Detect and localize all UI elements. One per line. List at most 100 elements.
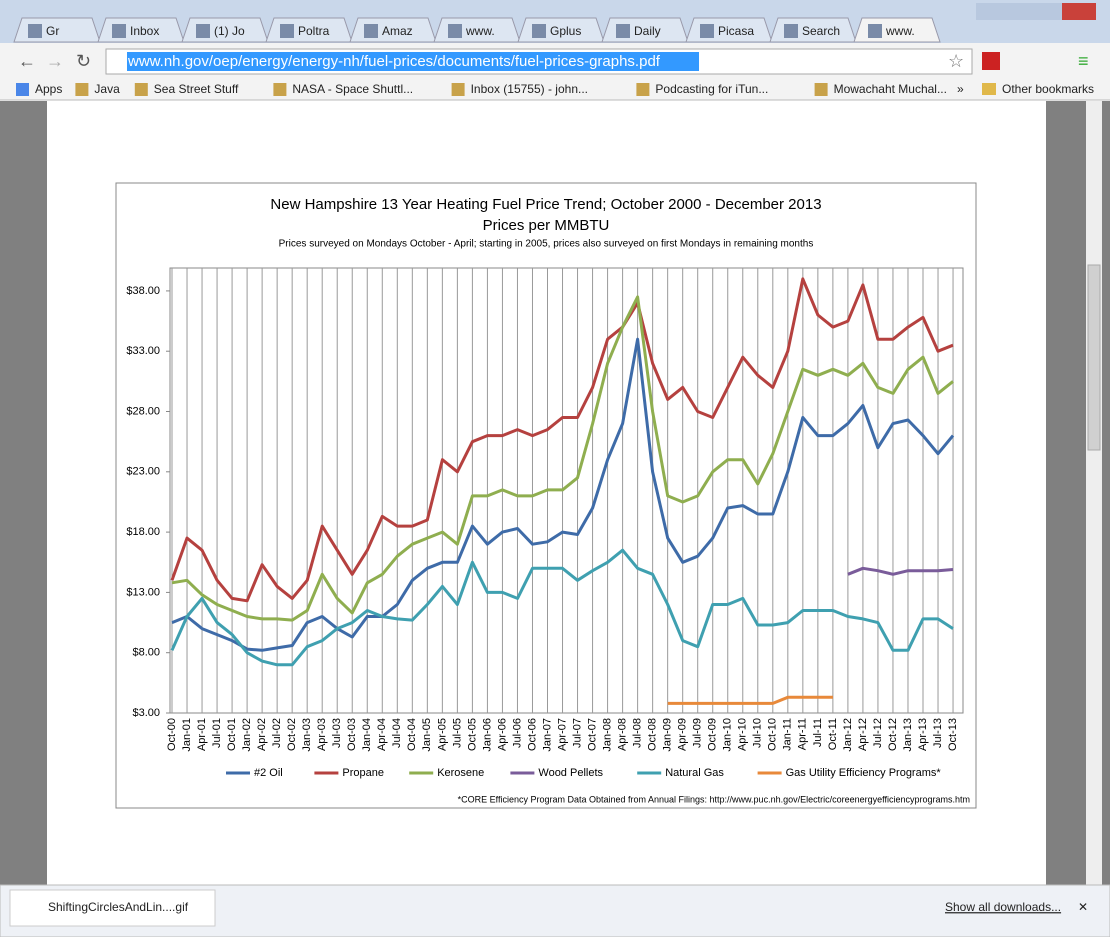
tab-title[interactable]: Gplus bbox=[550, 24, 581, 38]
bookmark[interactable]: NASA - Space Shuttl... bbox=[292, 82, 413, 96]
y-tick-label: $28.00 bbox=[126, 405, 160, 417]
bookmark[interactable]: Mowachaht Muchal... bbox=[834, 82, 947, 96]
x-tick-label: Apr-05 bbox=[436, 718, 448, 751]
tab-title[interactable]: Inbox bbox=[130, 24, 159, 38]
series-line bbox=[171, 337, 955, 652]
x-tick-label: Jul-12 bbox=[872, 718, 884, 748]
scrollbar[interactable] bbox=[1086, 101, 1102, 885]
bookmark-folder bbox=[982, 83, 996, 95]
close-download-bar[interactable]: ✕ bbox=[1078, 900, 1088, 914]
bookmark[interactable]: Java bbox=[94, 82, 120, 96]
url-selection bbox=[127, 52, 699, 71]
x-tick-label: Oct-10 bbox=[767, 718, 779, 751]
x-tick-label: Apr-02 bbox=[256, 718, 268, 751]
x-tick-label: Jul-01 bbox=[211, 718, 223, 748]
x-tick-label: Jul-13 bbox=[932, 718, 944, 748]
x-tick-label: Jan-09 bbox=[662, 718, 674, 752]
tab-icon bbox=[616, 24, 630, 38]
star-button[interactable]: ☆ bbox=[948, 51, 964, 71]
more-bookmarks[interactable]: » bbox=[957, 82, 964, 96]
tab-title[interactable]: Amaz bbox=[382, 24, 413, 38]
bookmark[interactable]: Apps bbox=[35, 82, 62, 96]
forward-button[interactable]: → bbox=[46, 51, 64, 71]
bookmark[interactable]: Podcasting for iTun... bbox=[655, 82, 768, 96]
back-button[interactable]: ← bbox=[18, 51, 36, 71]
tab-title[interactable]: Daily bbox=[634, 24, 661, 38]
x-tick-label: Apr-09 bbox=[677, 718, 689, 751]
y-tick-label: $8.00 bbox=[132, 647, 160, 659]
x-tick-label: Apr-03 bbox=[316, 718, 328, 751]
tab-icon bbox=[280, 24, 294, 38]
x-tick-label: Jan-07 bbox=[541, 718, 553, 752]
tab-title[interactable]: www. bbox=[885, 24, 915, 38]
bookmark[interactable]: Sea Street Stuff bbox=[154, 82, 239, 96]
x-tick-label: Jul-02 bbox=[271, 718, 283, 748]
tab-icon bbox=[28, 24, 42, 38]
tab-icon bbox=[364, 24, 378, 38]
series-line bbox=[667, 695, 833, 705]
bookmark-icon bbox=[636, 83, 650, 96]
x-tick-label: Oct-04 bbox=[406, 718, 418, 751]
x-tick-label: Apr-01 bbox=[196, 718, 208, 751]
x-tick-label: Oct-08 bbox=[647, 718, 659, 751]
scroll-thumb[interactable] bbox=[1087, 264, 1101, 451]
tab-title[interactable]: Picasa bbox=[718, 24, 754, 38]
tab-title[interactable]: Search bbox=[802, 24, 840, 38]
x-tick-label: Apr-11 bbox=[797, 718, 809, 750]
tab-icon bbox=[784, 24, 798, 38]
bookmark-icon bbox=[134, 83, 148, 96]
tab-icon bbox=[196, 24, 210, 38]
bookmark-icon bbox=[814, 83, 828, 96]
tab-title[interactable]: Poltra bbox=[298, 24, 330, 38]
y-tick-label: $33.00 bbox=[126, 345, 160, 357]
x-tick-label: Jan-01 bbox=[181, 718, 193, 752]
bookmark-icon bbox=[75, 83, 89, 96]
x-tick-label: Apr-08 bbox=[617, 718, 629, 751]
x-tick-label: Jan-02 bbox=[241, 718, 253, 752]
tab-icon bbox=[448, 24, 462, 38]
series-line bbox=[171, 295, 954, 622]
x-tick-label: Jan-03 bbox=[301, 718, 313, 752]
x-tick-label: Oct-07 bbox=[586, 718, 598, 751]
tab-icon bbox=[532, 24, 546, 38]
x-tick-label: Oct-02 bbox=[286, 718, 298, 751]
chart-frame bbox=[115, 182, 977, 809]
legend-label: #2 Oil bbox=[254, 767, 283, 779]
show-all-downloads[interactable]: Show all downloads... bbox=[945, 900, 1061, 914]
x-tick-label: Jan-13 bbox=[902, 718, 914, 752]
bookmark-icon bbox=[16, 83, 29, 96]
download-name[interactable]: ShiftingCirclesAndLin....gif bbox=[48, 900, 189, 914]
other-bookmarks[interactable]: Other bookmarks bbox=[1002, 82, 1094, 96]
x-tick-label: Jan-08 bbox=[601, 718, 613, 752]
x-tick-label: Apr-13 bbox=[917, 718, 929, 751]
tab-icon bbox=[112, 24, 126, 38]
legend-label: Kerosene bbox=[437, 767, 484, 779]
x-tick-label: Jul-10 bbox=[752, 718, 764, 748]
x-tick-label: Oct-13 bbox=[947, 718, 959, 751]
series-line bbox=[847, 566, 954, 576]
close-window[interactable] bbox=[1062, 3, 1096, 20]
y-tick-label: $38.00 bbox=[126, 285, 160, 297]
x-tick-label: Oct-03 bbox=[346, 718, 358, 751]
menu-button[interactable]: ≡ bbox=[1078, 51, 1089, 71]
x-tick-label: Jul-09 bbox=[692, 718, 704, 748]
x-tick-label: Oct-01 bbox=[226, 718, 238, 751]
tab-title[interactable]: (1) Jo bbox=[214, 24, 245, 38]
extension-icon[interactable] bbox=[982, 52, 1000, 70]
x-tick-label: Oct-06 bbox=[526, 718, 538, 751]
bookmark-icon bbox=[273, 83, 287, 96]
x-tick-label: Jan-05 bbox=[421, 718, 433, 752]
tab-title[interactable]: www. bbox=[465, 24, 495, 38]
x-tick-label: Jul-07 bbox=[571, 718, 583, 748]
x-tick-label: Jul-06 bbox=[511, 718, 523, 748]
reload-button[interactable]: ↻ bbox=[76, 51, 91, 71]
x-tick-label: Oct-12 bbox=[887, 718, 899, 751]
x-tick-label: Oct-00 bbox=[166, 718, 178, 751]
url[interactable]: www.nh.gov/oep/energy/energy-nh/fuel-pri… bbox=[127, 53, 661, 70]
x-tick-label: Apr-07 bbox=[556, 718, 568, 751]
x-tick-label: Apr-04 bbox=[376, 718, 388, 751]
download-item[interactable] bbox=[9, 889, 216, 927]
bookmark[interactable]: Inbox (15755) - john... bbox=[471, 82, 588, 96]
tab-title[interactable]: Gr bbox=[46, 24, 59, 38]
